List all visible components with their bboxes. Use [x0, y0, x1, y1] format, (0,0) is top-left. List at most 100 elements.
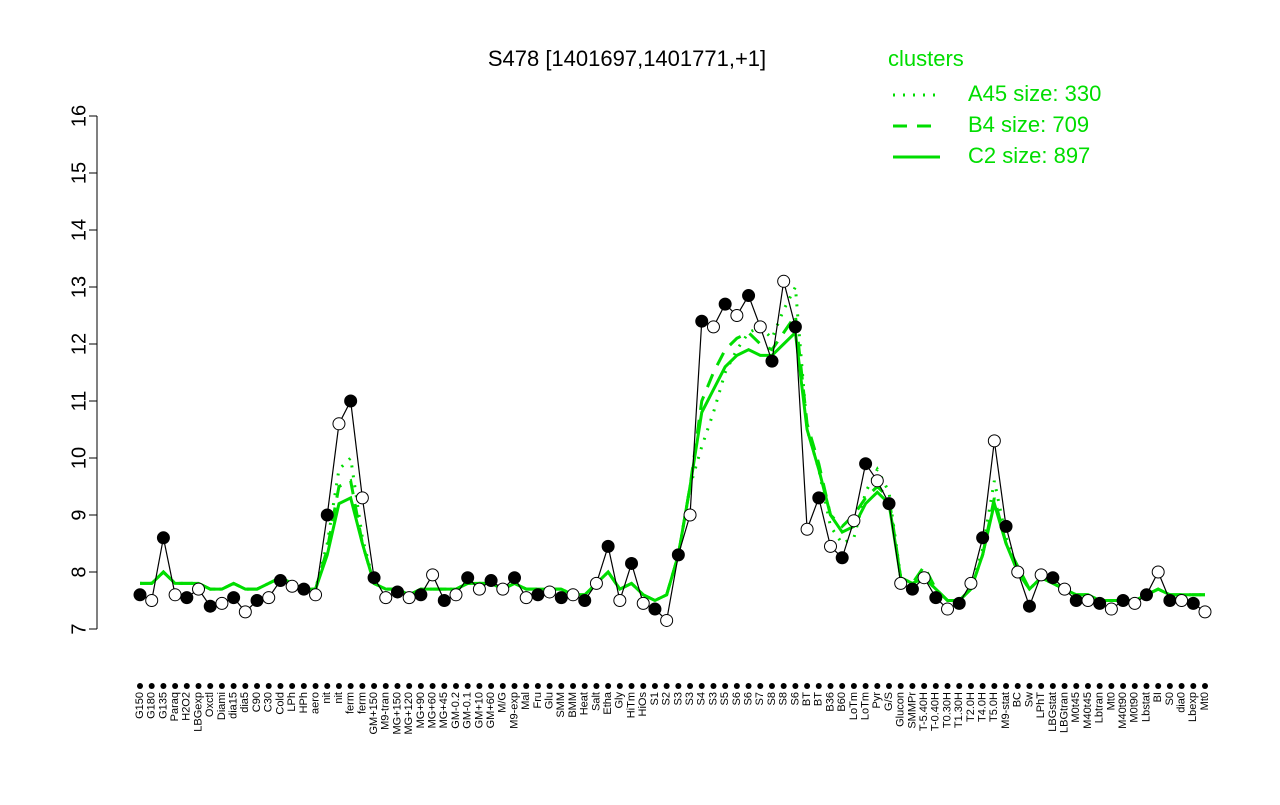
- rug-dot: [242, 683, 249, 689]
- rug-dot: [289, 683, 296, 689]
- point: [648, 602, 662, 616]
- rug-dot: [499, 683, 506, 689]
- rug-dot: [710, 683, 717, 689]
- point: [1022, 599, 1036, 613]
- point: [145, 594, 159, 607]
- chart-title: S478 [1401697,1401771,+1]: [488, 46, 766, 71]
- point: [999, 519, 1013, 533]
- point: [344, 394, 358, 408]
- x-tick-label: BMM: [567, 692, 579, 718]
- rug-dot: [1202, 683, 1208, 689]
- rug-dot: [441, 683, 448, 689]
- x-tick-label: M9-exp: [508, 692, 520, 729]
- x-tick-label: GM+10: [473, 692, 485, 728]
- x-tick-label: S6: [789, 692, 801, 705]
- rug-dot: [944, 683, 951, 689]
- x-tick-label: S7: [754, 692, 766, 705]
- rug-dot: [570, 683, 577, 689]
- x-tick-label: M/G: [497, 692, 509, 713]
- x-tick-label: S5: [719, 692, 731, 705]
- rug-dot: [148, 683, 155, 689]
- x-tick-label: M9-tran: [380, 692, 392, 730]
- rug-dot: [581, 683, 588, 689]
- x-tick-label: MG+45: [438, 692, 450, 728]
- point: [227, 591, 241, 605]
- rug-dot: [663, 683, 670, 689]
- rug-dot: [218, 683, 225, 689]
- x-tick-label: MG+150: [391, 692, 403, 735]
- rug-dot: [651, 683, 658, 689]
- x-tick-label: Mt0: [1105, 692, 1117, 710]
- rug-dot: [780, 683, 787, 689]
- point: [987, 434, 1001, 448]
- rug-dot: [733, 683, 740, 689]
- rug-dot: [1038, 683, 1045, 689]
- point: [1058, 582, 1072, 596]
- rug-dot: [359, 683, 366, 689]
- x-tick-label: dia5: [239, 692, 251, 713]
- point: [660, 613, 674, 627]
- point: [613, 594, 627, 607]
- rug-dot: [757, 683, 764, 689]
- x-tick-label: B36: [824, 692, 836, 712]
- x-tick-label: dia15: [228, 692, 240, 719]
- legend-title: clusters: [888, 46, 964, 71]
- x-tick-label: HiTm: [625, 692, 637, 718]
- rug-dot: [254, 683, 261, 689]
- point: [250, 594, 264, 607]
- point: [1175, 594, 1189, 607]
- rug-dot: [195, 683, 202, 689]
- x-tick-label: nit: [333, 692, 345, 704]
- x-tick-label: aero: [309, 692, 321, 714]
- x-tick-label: LBGexp: [192, 692, 204, 732]
- rug-dot: [921, 683, 928, 689]
- x-tick-label: Glu: [544, 692, 556, 709]
- legend-label: C2 size: 897: [968, 143, 1090, 168]
- x-tick-label: Mal: [520, 692, 532, 710]
- point: [812, 491, 826, 505]
- x-tick-label: GM-0.2: [450, 692, 462, 729]
- point: [238, 605, 252, 619]
- rug-dot: [324, 683, 331, 689]
- x-tick-label: M40t45: [1082, 692, 1094, 729]
- point: [1081, 594, 1095, 607]
- rug-dot: [1014, 683, 1021, 689]
- rug-dot: [1096, 683, 1103, 689]
- point: [414, 588, 428, 602]
- x-tick-label: Paraq: [169, 692, 181, 721]
- x-tick-label: M9-stat: [1000, 692, 1012, 729]
- point: [964, 576, 978, 590]
- rug-dot: [979, 683, 986, 689]
- x-tick-label: Mt0: [1199, 692, 1211, 710]
- rug-dot: [382, 683, 389, 689]
- point: [1046, 571, 1060, 585]
- rug-dot: [839, 683, 846, 689]
- point: [742, 289, 756, 303]
- rug-dot: [394, 683, 401, 689]
- x-tick-label: S8: [778, 692, 790, 705]
- point: [215, 596, 229, 610]
- rug-dot: [1120, 683, 1127, 689]
- rug-dot: [347, 683, 354, 689]
- x-tick-label: T5.0H: [988, 692, 1000, 722]
- x-tick-label: T4.0H: [977, 692, 989, 722]
- x-tick-label: S3: [672, 692, 684, 705]
- x-tick-label: T-0.40H: [930, 692, 942, 731]
- rug-dot: [534, 683, 541, 689]
- point: [192, 582, 206, 596]
- point: [601, 539, 615, 553]
- point: [1139, 588, 1153, 602]
- y-tick-label: 7: [68, 623, 90, 634]
- rug-dot: [862, 683, 869, 689]
- x-tick-label: BT: [801, 692, 813, 706]
- x-tick-label: GM-0.1: [462, 692, 474, 729]
- x-tick-label: M0t45: [1070, 692, 1082, 723]
- point: [695, 314, 709, 328]
- x-tick-label: Glucon: [895, 692, 907, 727]
- x-tick-label: Lbtran: [1094, 692, 1106, 723]
- x-tick-label: S3: [707, 692, 719, 705]
- rug-dot: [605, 683, 612, 689]
- x-tick-label: Gly: [614, 692, 626, 709]
- point: [788, 320, 802, 334]
- x-tick-label: M40t90: [1117, 692, 1129, 729]
